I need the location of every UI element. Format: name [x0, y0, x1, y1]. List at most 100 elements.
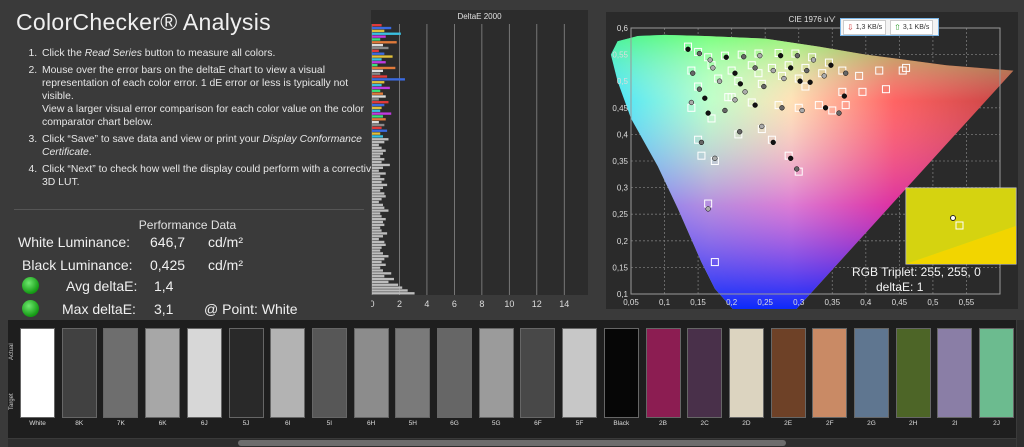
- cie-measured-point[interactable]: [836, 110, 842, 116]
- deltae-bar[interactable]: [372, 255, 389, 258]
- deltae-bar[interactable]: [372, 106, 382, 110]
- deltae-bar[interactable]: [372, 58, 382, 61]
- cie-measured-point[interactable]: [779, 105, 785, 111]
- deltae-bar[interactable]: [372, 280, 389, 284]
- deltae-bar[interactable]: [372, 286, 403, 289]
- deltae-bar[interactable]: [372, 212, 381, 215]
- deltae-bar[interactable]: [372, 160, 382, 164]
- deltae-bar[interactable]: [372, 129, 388, 132]
- deltae-bar[interactable]: [372, 198, 382, 201]
- deltae-bar[interactable]: [372, 260, 382, 264]
- deltae-bar[interactable]: [372, 123, 385, 127]
- cie-measured-point[interactable]: [732, 70, 738, 76]
- deltae-bar[interactable]: [372, 206, 385, 209]
- color-swatch[interactable]: [603, 328, 639, 418]
- deltae-bar[interactable]: [372, 275, 385, 278]
- cie-measured-point[interactable]: [722, 107, 728, 114]
- color-swatch[interactable]: [186, 328, 222, 418]
- color-swatch[interactable]: [854, 328, 889, 418]
- deltae-bar[interactable]: [372, 52, 385, 55]
- cie-measured-point[interactable]: [723, 54, 729, 60]
- deltae-bar[interactable]: [372, 186, 383, 189]
- cie-measured-point[interactable]: [707, 57, 713, 63]
- color-swatch[interactable]: [20, 328, 55, 418]
- deltae-bar[interactable]: [372, 263, 386, 266]
- deltae-bar[interactable]: [372, 269, 383, 272]
- deltae-bar[interactable]: [372, 81, 385, 84]
- cie-measured-point[interactable]: [781, 75, 787, 82]
- color-swatch[interactable]: [770, 328, 806, 418]
- cie-measured-point[interactable]: [752, 102, 758, 108]
- deltae-bar[interactable]: [372, 118, 386, 121]
- deltae-bar[interactable]: [372, 166, 383, 169]
- cie-measured-point[interactable]: [690, 70, 696, 76]
- deltae-bar[interactable]: [372, 43, 383, 47]
- deltae-bar[interactable]: [372, 98, 379, 101]
- deltae-bar[interactable]: [372, 172, 386, 175]
- cie-measured-point[interactable]: [770, 139, 776, 146]
- cie-measured-point[interactable]: [696, 86, 703, 92]
- deltae-bar[interactable]: [372, 35, 386, 38]
- deltae-bar[interactable]: [372, 229, 382, 232]
- deltae-bar[interactable]: [372, 112, 392, 115]
- deltae-bar[interactable]: [372, 72, 381, 75]
- color-swatch[interactable]: [895, 328, 931, 418]
- deltae-bar[interactable]: [372, 189, 381, 192]
- deltae-bar[interactable]: [372, 95, 386, 98]
- cie-measured-point[interactable]: [807, 79, 813, 85]
- deltae-bar[interactable]: [372, 138, 389, 141]
- deltae-bar[interactable]: [372, 178, 385, 181]
- cie-measured-point[interactable]: [716, 78, 723, 84]
- deltae-bar[interactable]: [372, 143, 379, 147]
- deltae-bar[interactable]: [372, 240, 385, 244]
- deltae-bar[interactable]: [372, 115, 383, 118]
- deltae-bar[interactable]: [372, 169, 379, 172]
- cie-measured-point[interactable]: [794, 166, 800, 172]
- deltae-bar[interactable]: [372, 192, 385, 195]
- deltae-bar[interactable]: [372, 257, 385, 261]
- color-swatch[interactable]: [687, 328, 723, 418]
- deltae-bar[interactable]: [372, 92, 383, 95]
- deltae-bar[interactable]: [372, 246, 382, 249]
- color-swatch[interactable]: [61, 328, 97, 418]
- deltae-bar[interactable]: [372, 78, 405, 81]
- deltae-bar[interactable]: [372, 46, 389, 50]
- cie-measured-point[interactable]: [797, 78, 803, 84]
- cie-measured-point[interactable]: [741, 54, 747, 60]
- deltae-bar[interactable]: [372, 292, 415, 295]
- deltae-bar[interactable]: [372, 152, 383, 155]
- cie-measured-point[interactable]: [688, 99, 695, 106]
- color-swatch[interactable]: [979, 328, 1015, 418]
- deltae-bar[interactable]: [372, 163, 390, 167]
- deltae-bar[interactable]: [372, 243, 386, 247]
- deltae-bar[interactable]: [372, 217, 386, 221]
- color-swatch[interactable]: [437, 328, 472, 418]
- deltae-bar[interactable]: [372, 155, 381, 158]
- deltae-bar[interactable]: [372, 220, 383, 224]
- deltae-bar[interactable]: [372, 232, 388, 235]
- cie-measured-point[interactable]: [810, 57, 817, 63]
- cie-measured-point[interactable]: [705, 206, 711, 212]
- deltae-bar[interactable]: [372, 266, 381, 269]
- color-swatch[interactable]: [645, 328, 681, 418]
- cie-measured-point[interactable]: [752, 65, 758, 71]
- cie-measured-point[interactable]: [757, 53, 763, 59]
- cie-measured-point[interactable]: [710, 65, 716, 71]
- deltae-bar[interactable]: [372, 235, 383, 238]
- deltae-bar[interactable]: [372, 38, 381, 41]
- deltae-bar[interactable]: [372, 55, 393, 58]
- cie-measured-point[interactable]: [696, 50, 703, 57]
- deltae-bar[interactable]: [372, 226, 381, 229]
- color-swatch[interactable]: [353, 328, 389, 418]
- deltae-bar[interactable]: [372, 195, 386, 198]
- cie-measured-point[interactable]: [788, 65, 794, 71]
- deltae-bar[interactable]: [372, 146, 382, 150]
- deltae-bar[interactable]: [372, 140, 385, 144]
- color-swatch[interactable]: [145, 328, 181, 418]
- deltae-bar[interactable]: [372, 200, 379, 204]
- deltae-bar[interactable]: [372, 180, 382, 184]
- deltae-bar[interactable]: [372, 289, 408, 292]
- deltae-bar[interactable]: [372, 49, 379, 53]
- deltae-bar[interactable]: [372, 135, 383, 138]
- cie-measured-point[interactable]: [712, 155, 718, 161]
